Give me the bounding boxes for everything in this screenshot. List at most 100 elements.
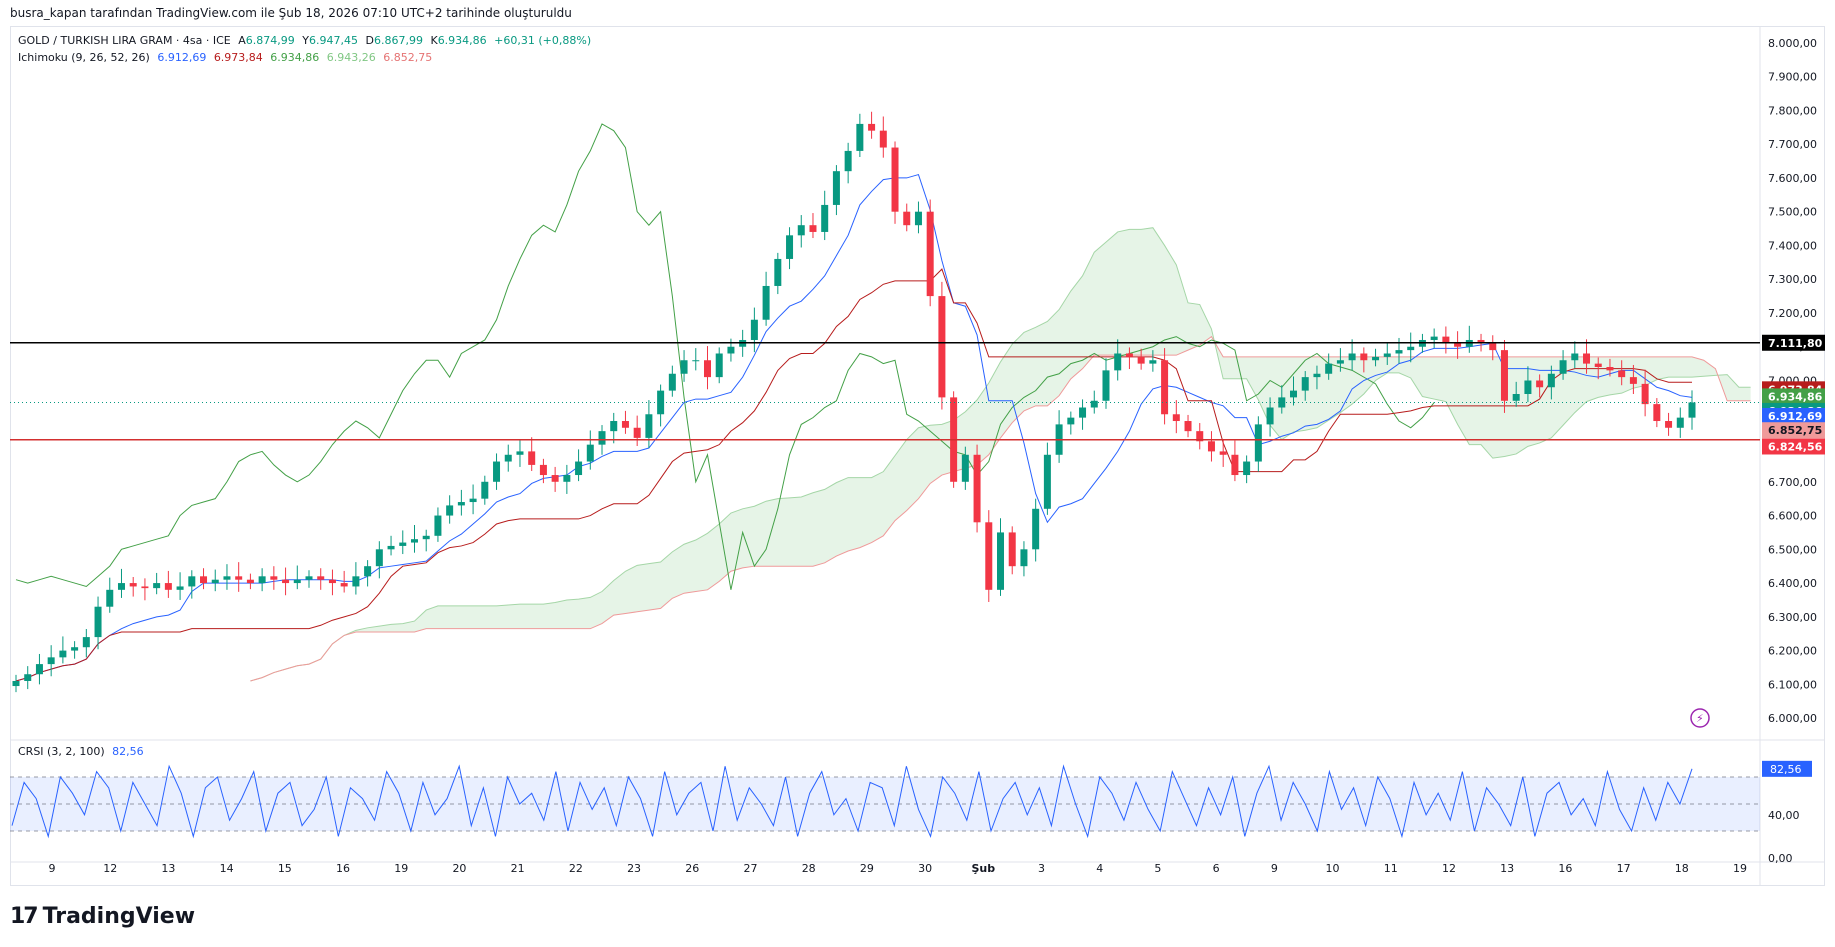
x-tick-label: 5 (1154, 862, 1161, 875)
candle-body (926, 211, 934, 297)
candle-body (1161, 360, 1169, 415)
candle-body (1137, 356, 1145, 364)
tradingview-brand-name: TradingView (42, 904, 196, 929)
candle-body (1536, 380, 1544, 388)
candle-body (1606, 366, 1614, 371)
ichimoku-span-a-line (250, 227, 1751, 682)
candle-body (1395, 350, 1403, 354)
candle-body (1278, 397, 1286, 408)
candle-body (469, 498, 477, 503)
candle-body (1559, 360, 1567, 374)
candle-body (1442, 336, 1450, 344)
candle-body (1079, 407, 1087, 418)
candle-body (586, 444, 594, 462)
candle-body (598, 431, 606, 445)
ichimoku-chikou-value: 6.934,86 (270, 51, 320, 64)
crsi-line (11, 764, 1693, 839)
candle-body (35, 664, 43, 675)
x-tick-label: 12 (103, 862, 117, 875)
crsi-y-tick: 40,00 (1768, 809, 1800, 822)
crsi-value: 82,56 (112, 745, 144, 758)
candle-body (1665, 421, 1673, 428)
candle-body (715, 353, 723, 378)
candle-body (1114, 353, 1122, 371)
ichimoku-tenkan-line (15, 173, 1693, 682)
candle-body (176, 586, 184, 590)
y-tick-label: 6.700,00 (1768, 476, 1817, 489)
candle-body (1676, 417, 1684, 428)
x-tick-label: 17 (1617, 862, 1631, 875)
ichimoku-title[interactable]: Ichimoku (9, 26, 52, 26) (18, 51, 150, 64)
candle-body (844, 150, 852, 172)
candle-body (1583, 353, 1591, 364)
candle-body (246, 579, 254, 584)
candle-body (82, 637, 90, 648)
candle-body (1184, 421, 1192, 432)
x-tick-label: 16 (336, 862, 350, 875)
candle-body (914, 211, 922, 226)
open-label: A (238, 34, 246, 47)
chart-frame[interactable] (10, 26, 1825, 886)
candle-body (610, 421, 618, 432)
candle-body (1500, 350, 1508, 401)
candle-body (71, 647, 79, 651)
x-tick-label: 22 (569, 862, 583, 875)
price-tag-tenkan: 6.912,69 (1768, 410, 1822, 423)
candle-body (1102, 370, 1110, 401)
ichimoku-span-b-line (250, 335, 1751, 682)
candle-body (317, 576, 325, 580)
candle-body (1477, 339, 1485, 344)
candle-body (328, 579, 336, 584)
y-tick-label: 7.600,00 (1768, 172, 1817, 185)
x-tick-label: 19 (1733, 862, 1747, 875)
candle-body (1172, 414, 1180, 422)
crsi-title[interactable]: CRSI (3, 2, 100) (18, 745, 105, 758)
candle-body (258, 576, 266, 584)
candle-body (797, 225, 805, 236)
price-tag-chikou: 6.934,86 (1768, 390, 1823, 403)
candle-body (1489, 343, 1497, 351)
open-value: 6.874,99 (245, 34, 295, 47)
candle-body (1219, 451, 1227, 455)
symbol-legend[interactable]: GOLD / TURKISH LIRA GRAM · 4sa · ICE A6.… (18, 34, 595, 47)
candle-body (621, 421, 629, 428)
candle-body (375, 549, 383, 567)
price-tag-span-b-bg (1762, 422, 1825, 439)
tradingview-logo[interactable]: 17 TradingView (10, 904, 195, 929)
candle-body (59, 650, 67, 658)
candle-body (457, 502, 465, 506)
y-tick-label: 6.000,00 (1768, 712, 1817, 725)
symbol-title[interactable]: GOLD / TURKISH LIRA GRAM · 4sa · ICE (18, 34, 231, 47)
candle-body (141, 586, 149, 589)
candle-body (1090, 400, 1098, 408)
candle-body (282, 579, 290, 584)
chart-canvas[interactable]: 6.000,00 6.100,00 6.200,00 6.300,00 6.400,00… (0, 0, 1835, 900)
candle-body (703, 360, 711, 378)
candle-body (563, 475, 571, 482)
candle-body (1290, 390, 1298, 398)
candle-body (399, 542, 407, 546)
price-tag-red-line: 6.824,56 (1768, 440, 1823, 453)
candle-body (1207, 441, 1215, 452)
candle-body (1372, 356, 1380, 361)
candle-body (1301, 377, 1309, 391)
candle-body (434, 515, 442, 536)
candle-body (1243, 461, 1251, 476)
candle-body (153, 583, 161, 589)
candle-body (129, 583, 137, 587)
candle-body (832, 171, 840, 205)
x-tick-label: 26 (685, 862, 699, 875)
candle-body (985, 522, 993, 590)
candle-body (164, 583, 172, 590)
crsi-legend[interactable]: CRSI (3, 2, 100) 82,56 (18, 745, 148, 758)
candle-body (235, 576, 243, 580)
x-tick-label: 29 (860, 862, 874, 875)
attribution-text: busra_kapan tarafından TradingView.com i… (10, 6, 572, 20)
ichimoku-legend[interactable]: Ichimoku (9, 26, 52, 26) 6.912,69 6.973,… (18, 51, 436, 64)
candle-body (387, 545, 395, 550)
candle-body (1547, 373, 1555, 388)
candle-body (1512, 394, 1520, 401)
y-tick-label: 7.700,00 (1768, 138, 1817, 151)
y-tick-label: 6.100,00 (1768, 678, 1817, 691)
candle-body (211, 579, 219, 584)
